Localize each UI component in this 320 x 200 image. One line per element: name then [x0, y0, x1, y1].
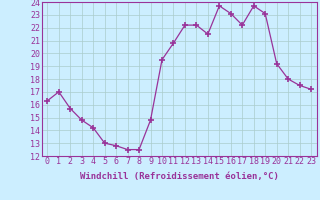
X-axis label: Windchill (Refroidissement éolien,°C): Windchill (Refroidissement éolien,°C)	[80, 172, 279, 181]
